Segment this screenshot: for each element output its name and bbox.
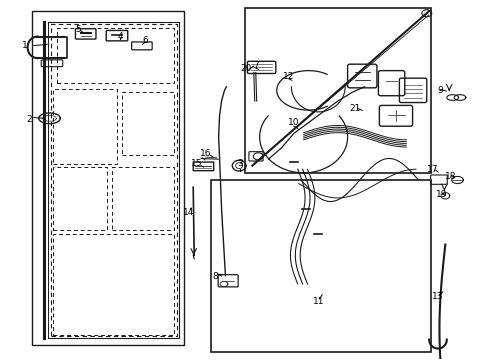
Text: 13: 13 xyxy=(432,292,444,301)
Text: 19: 19 xyxy=(436,190,447,199)
Text: 11: 11 xyxy=(313,297,324,306)
Text: 17: 17 xyxy=(427,165,439,174)
Text: 7: 7 xyxy=(253,61,259,70)
Text: 14: 14 xyxy=(183,208,195,217)
Text: 16: 16 xyxy=(200,149,212,158)
Text: 5: 5 xyxy=(75,25,81,34)
Bar xyxy=(245,8,431,173)
Text: 6: 6 xyxy=(142,36,147,45)
Text: 2: 2 xyxy=(26,114,32,123)
Text: 15: 15 xyxy=(192,159,203,168)
Text: 10: 10 xyxy=(288,118,299,127)
Text: 18: 18 xyxy=(444,172,456,181)
Text: 1: 1 xyxy=(22,41,28,50)
Text: 8: 8 xyxy=(213,272,219,281)
Text: 9: 9 xyxy=(438,86,443,95)
Bar xyxy=(211,180,431,352)
Text: 3: 3 xyxy=(237,159,243,168)
Text: 20: 20 xyxy=(241,64,252,73)
Text: 21: 21 xyxy=(350,104,361,113)
Text: 4: 4 xyxy=(118,32,123,41)
Text: 12: 12 xyxy=(283,72,294,81)
